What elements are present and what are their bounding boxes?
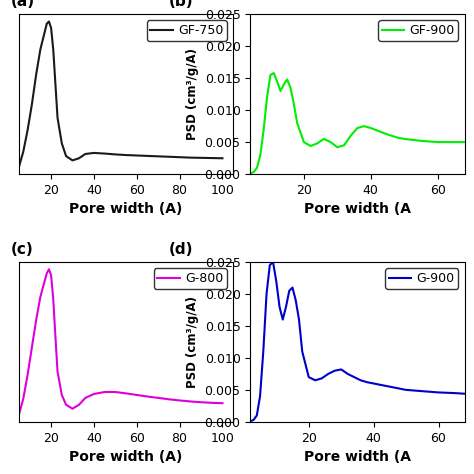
X-axis label: Pore width (A): Pore width (A) (69, 202, 183, 216)
Legend: G-800: G-800 (154, 268, 227, 289)
Text: (a): (a) (10, 0, 35, 9)
Text: (b): (b) (169, 0, 193, 9)
Text: (d): (d) (169, 242, 193, 257)
X-axis label: Pore width (A: Pore width (A (304, 202, 411, 216)
Legend: G-900: G-900 (385, 268, 458, 289)
Text: (c): (c) (10, 242, 33, 257)
Y-axis label: PSD (cm³/g/A): PSD (cm³/g/A) (186, 296, 199, 388)
Y-axis label: PSD (cm³/g/A): PSD (cm³/g/A) (186, 48, 199, 140)
Legend: GF-900: GF-900 (378, 20, 458, 41)
X-axis label: Pore width (A): Pore width (A) (69, 450, 183, 464)
X-axis label: Pore width (A: Pore width (A (304, 450, 411, 464)
Legend: GF-750: GF-750 (146, 20, 227, 41)
